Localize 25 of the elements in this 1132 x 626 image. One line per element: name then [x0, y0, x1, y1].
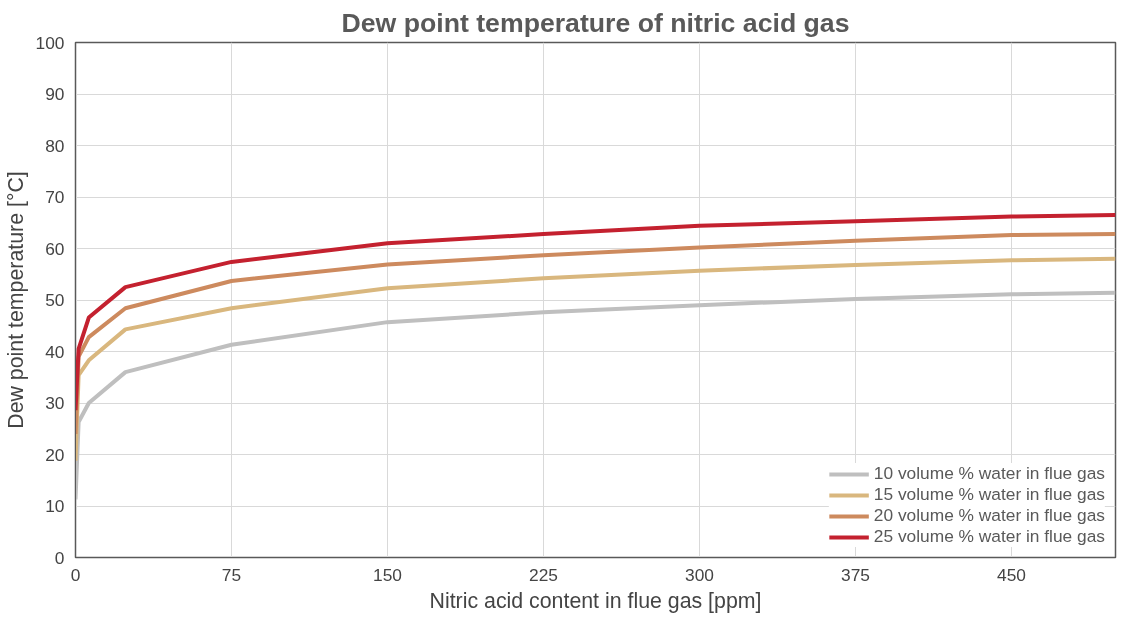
y-tick-label: 30	[45, 393, 65, 413]
y-tick-label: 70	[45, 187, 65, 207]
x-axis-title: Nitric acid content in flue gas [ppm]	[429, 588, 762, 613]
y-tick-label: 100	[35, 32, 65, 53]
legend-label: 20 volume % water in flue gas	[873, 505, 1105, 526]
chart-title: Dew point temperature of nitric acid gas	[341, 7, 850, 38]
x-tick-label: 450	[997, 564, 1026, 585]
x-tick-label: 300	[685, 564, 714, 585]
x-tick-label: 75	[221, 564, 242, 585]
y-tick-label: 40	[45, 341, 65, 362]
y-tick-label: 60	[45, 238, 65, 259]
y-tick-label: 50	[45, 290, 65, 310]
legend-label: 15 volume % water in flue gas	[873, 484, 1105, 505]
x-tick-label: 0	[70, 564, 81, 585]
x-tick-label: 225	[529, 564, 558, 585]
x-tick-label: 375	[841, 564, 870, 585]
y-tick-label: 80	[45, 135, 65, 156]
legend-label: 25 volume % water in flue gas	[873, 526, 1105, 547]
legend-label: 10 volume % water in flue gas	[873, 463, 1105, 484]
x-tick-label: 150	[373, 564, 402, 585]
y-axis-title: Dew point temperature [°C]	[3, 171, 28, 429]
y-tick-label: 20	[45, 444, 65, 465]
y-tick-label: 10	[45, 496, 65, 516]
y-tick-label: 0	[54, 547, 65, 568]
y-tick-label: 90	[45, 84, 65, 104]
